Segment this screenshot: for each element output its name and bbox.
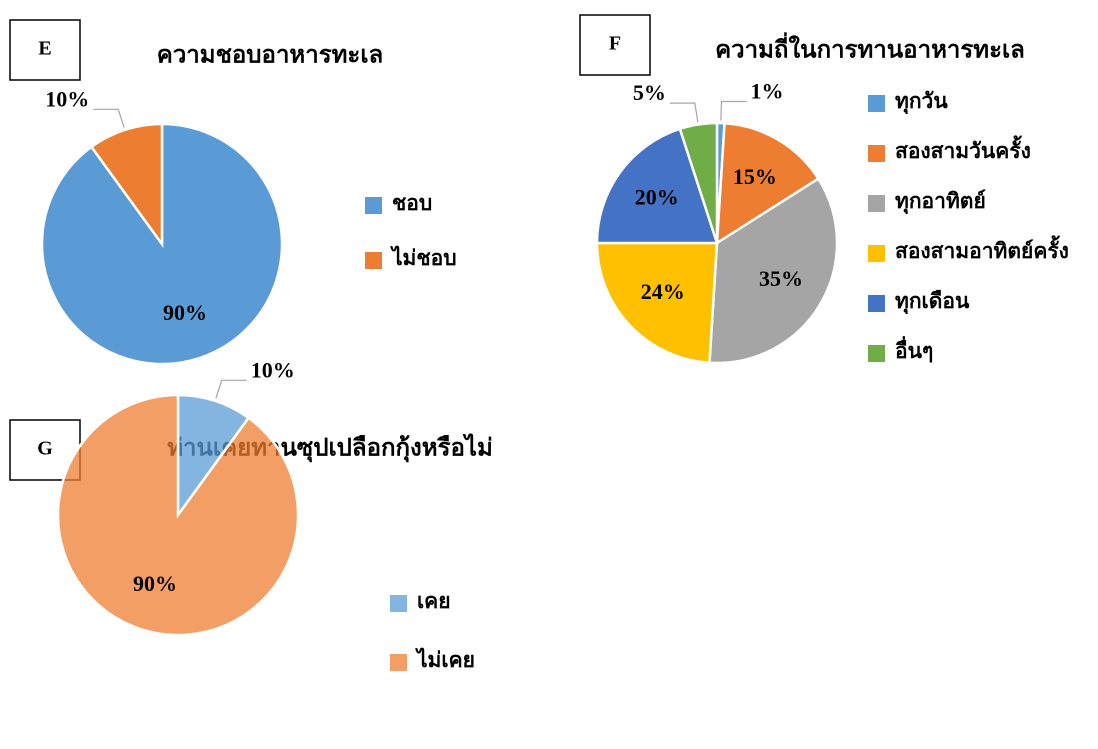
legend-swatch [365, 252, 382, 269]
data-label: 15% [733, 164, 777, 189]
chart-title: ความถี่ในการทานอาหารทะเล [715, 32, 1025, 64]
data-label: 90% [163, 300, 207, 325]
data-label: 20% [635, 184, 679, 209]
panel-label: G [37, 438, 53, 460]
legend-label: ทุกอาทิตย์ [895, 189, 986, 215]
data-label: 90% [133, 571, 177, 596]
data-label: 1% [750, 79, 783, 104]
page: E ความชอบอาหารทะเล 90% ชอบ 10% ไม่ชอบ F ความถี่… [0, 0, 1098, 749]
legend-swatch [868, 95, 885, 112]
data-label: 24% [641, 279, 685, 304]
legend-label: เคย [417, 589, 451, 613]
legend-swatch [390, 654, 407, 671]
legend-label: สองสามวันครั้ง [895, 135, 1031, 163]
chart-title: ความชอบอาหารทะเล [157, 43, 383, 69]
legend-swatch [868, 295, 885, 312]
panel-label: F [609, 33, 621, 55]
legend-label: ทุกวัน [895, 89, 948, 115]
legend-label: ชอบ [392, 191, 432, 215]
legend-swatch [868, 345, 885, 362]
panel-label: E [38, 38, 51, 60]
leader-line [721, 101, 747, 120]
data-label: 10% [251, 357, 295, 382]
legend-swatch [868, 195, 885, 212]
legend-label: ไม่เคย [415, 647, 475, 672]
data-label: 10% [45, 86, 89, 111]
data-label: 35% [759, 266, 803, 291]
legend-swatch [365, 197, 382, 214]
legend-swatch [868, 245, 885, 262]
legend-label: ไม่ชอบ [390, 245, 457, 270]
legend-swatch [868, 145, 885, 162]
legend-label: ทุกเดือน [895, 289, 970, 315]
legend-label: อื่นๆ [895, 335, 933, 363]
leader-line [216, 380, 247, 398]
legend-label: สองสามอาทิตย์ครั้ง [895, 235, 1069, 263]
leader-line [670, 103, 698, 122]
data-label: 5% [633, 80, 666, 105]
leader-line [93, 109, 124, 127]
pie-slice [58, 395, 298, 635]
legend-swatch [390, 595, 407, 612]
